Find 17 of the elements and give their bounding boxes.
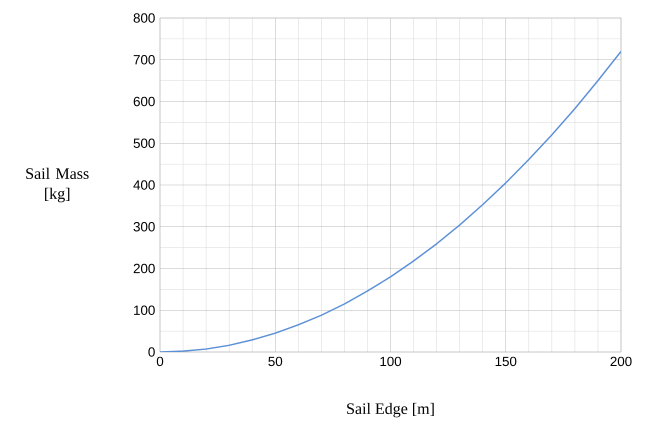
- y-tick-label: 300: [134, 222, 155, 232]
- y-tick-label: 700: [134, 55, 155, 64]
- y-tick-label: 400: [133, 180, 155, 190]
- y-tick-label: 500: [134, 138, 155, 148]
- y-axis-title: Sail Mass [kg]: [26, 168, 89, 202]
- y-tick-label: 800: [134, 13, 155, 23]
- y-tick-label: 0: [148, 347, 155, 357]
- x-tick-label: 0: [156, 356, 164, 366]
- x-tick-label: 200: [610, 356, 632, 366]
- y-tick-label: 200: [134, 264, 155, 274]
- x-axis-title: Sail Edge [m]: [347, 402, 434, 418]
- line-series: [160, 50, 621, 352]
- y-tick-label: 100: [134, 306, 155, 315]
- x-tick-label: 50: [268, 356, 282, 366]
- x-tick-label: 100: [380, 356, 402, 366]
- y-tick-label: 600: [134, 96, 155, 106]
- x-tick-label: 150: [496, 356, 516, 366]
